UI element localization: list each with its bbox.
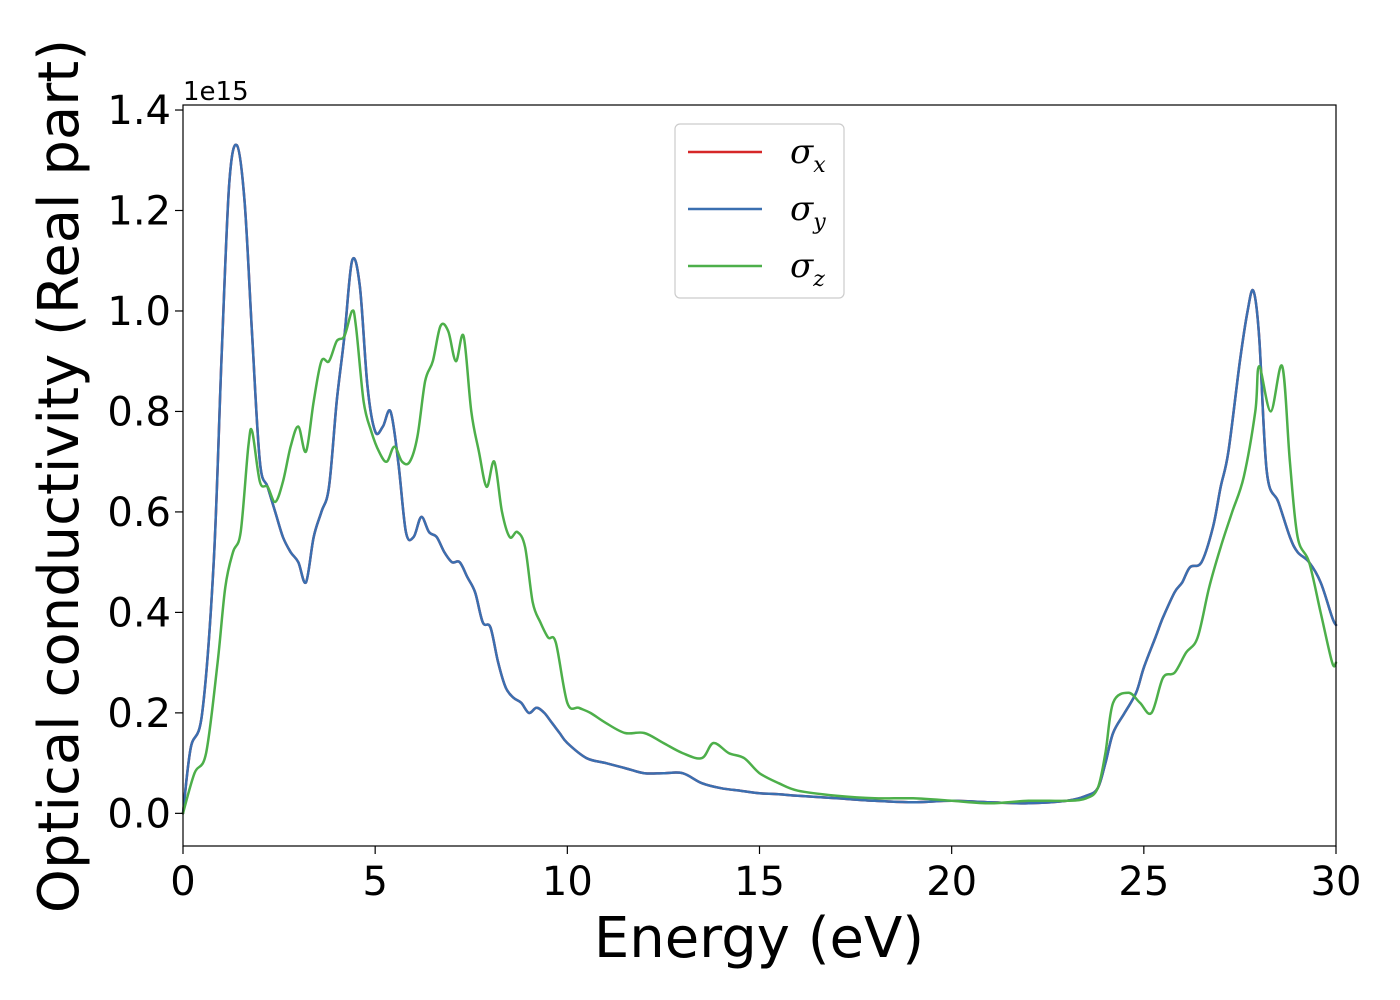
y-axis-title: Optical conductivity (Real part) [27,39,92,913]
y-tick-label: 0.4 [107,590,171,636]
y-tick-label: 1.4 [107,88,171,134]
y-axis-ticks: 0.0 0.2 0.4 0.6 0.8 1.0 1.2 1.4 [107,88,183,837]
series-line-sigma-z [181,309,1338,815]
x-tick-label: 15 [734,859,785,905]
y-tick-label: 1.2 [107,188,171,234]
y-tick-label: 0.0 [107,791,171,837]
y-tick-label: 0.2 [107,691,171,737]
y-tick-label: 0.8 [107,389,171,435]
y-offset-label: 1e15 [183,77,249,107]
x-axis-title: Energy (eV) [594,906,924,971]
legend-label-sigma-y: σy [790,189,826,235]
legend: σx σy σz [674,123,845,299]
plot-lines [181,143,1338,815]
legend-items: σx σy σz [688,132,826,292]
legend-label-sigma-x: σx [790,132,826,178]
legend-box [674,123,845,299]
x-tick-label: 25 [1118,859,1169,905]
x-tick-label: 5 [362,859,387,905]
x-axis-ticks: 0 5 10 15 20 25 30 [170,846,1361,905]
x-tick-label: 20 [926,859,977,905]
series-line-sigma-y [181,143,1338,815]
legend-label-sigma-z: σz [790,246,825,292]
x-tick-label: 0 [170,859,195,905]
x-tick-label: 10 [542,859,593,905]
x-tick-label: 30 [1311,859,1362,905]
y-tick-label: 1.0 [107,289,171,335]
y-tick-label: 0.6 [107,490,171,536]
